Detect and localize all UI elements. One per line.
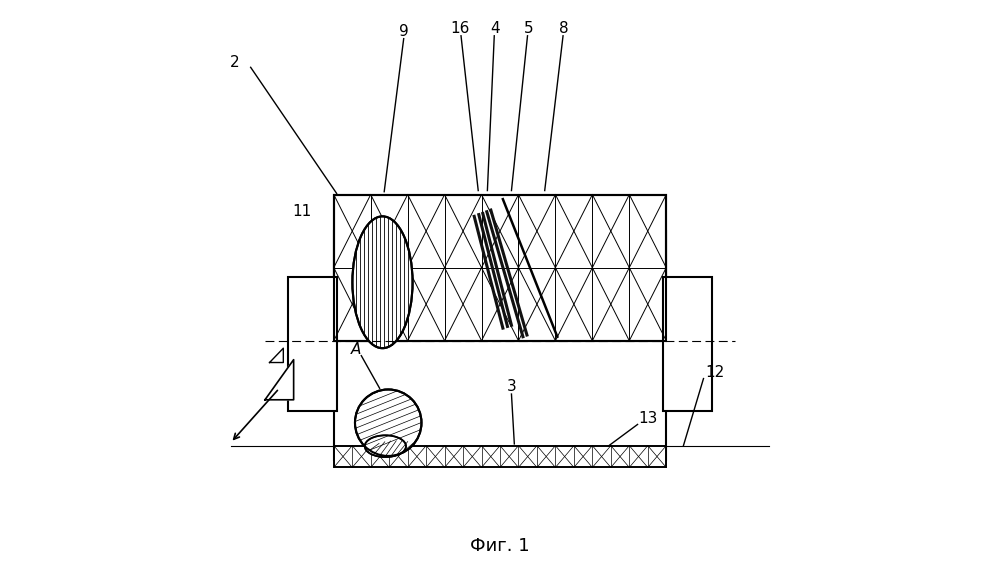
Text: 3: 3 bbox=[507, 379, 516, 394]
Text: 16: 16 bbox=[450, 21, 470, 36]
Bar bbox=[288, 276, 337, 411]
Text: 2: 2 bbox=[230, 55, 240, 70]
Bar bbox=[334, 446, 666, 467]
Text: Фиг. 1: Фиг. 1 bbox=[470, 537, 530, 555]
Text: 4: 4 bbox=[491, 21, 500, 36]
Bar bbox=[334, 446, 666, 467]
Polygon shape bbox=[265, 359, 294, 400]
Text: 8: 8 bbox=[559, 21, 569, 36]
Ellipse shape bbox=[365, 435, 406, 457]
Bar bbox=[334, 195, 666, 341]
Text: 13: 13 bbox=[638, 411, 658, 426]
Bar bbox=[663, 276, 712, 411]
Text: A: A bbox=[350, 342, 361, 357]
Polygon shape bbox=[270, 348, 283, 362]
Text: 12: 12 bbox=[705, 365, 725, 380]
Bar bbox=[334, 195, 666, 341]
Text: 9: 9 bbox=[399, 24, 409, 39]
Ellipse shape bbox=[352, 217, 413, 348]
Text: 11: 11 bbox=[293, 204, 312, 219]
Text: 5: 5 bbox=[524, 21, 533, 36]
Circle shape bbox=[355, 389, 421, 456]
Bar bbox=[334, 230, 666, 460]
